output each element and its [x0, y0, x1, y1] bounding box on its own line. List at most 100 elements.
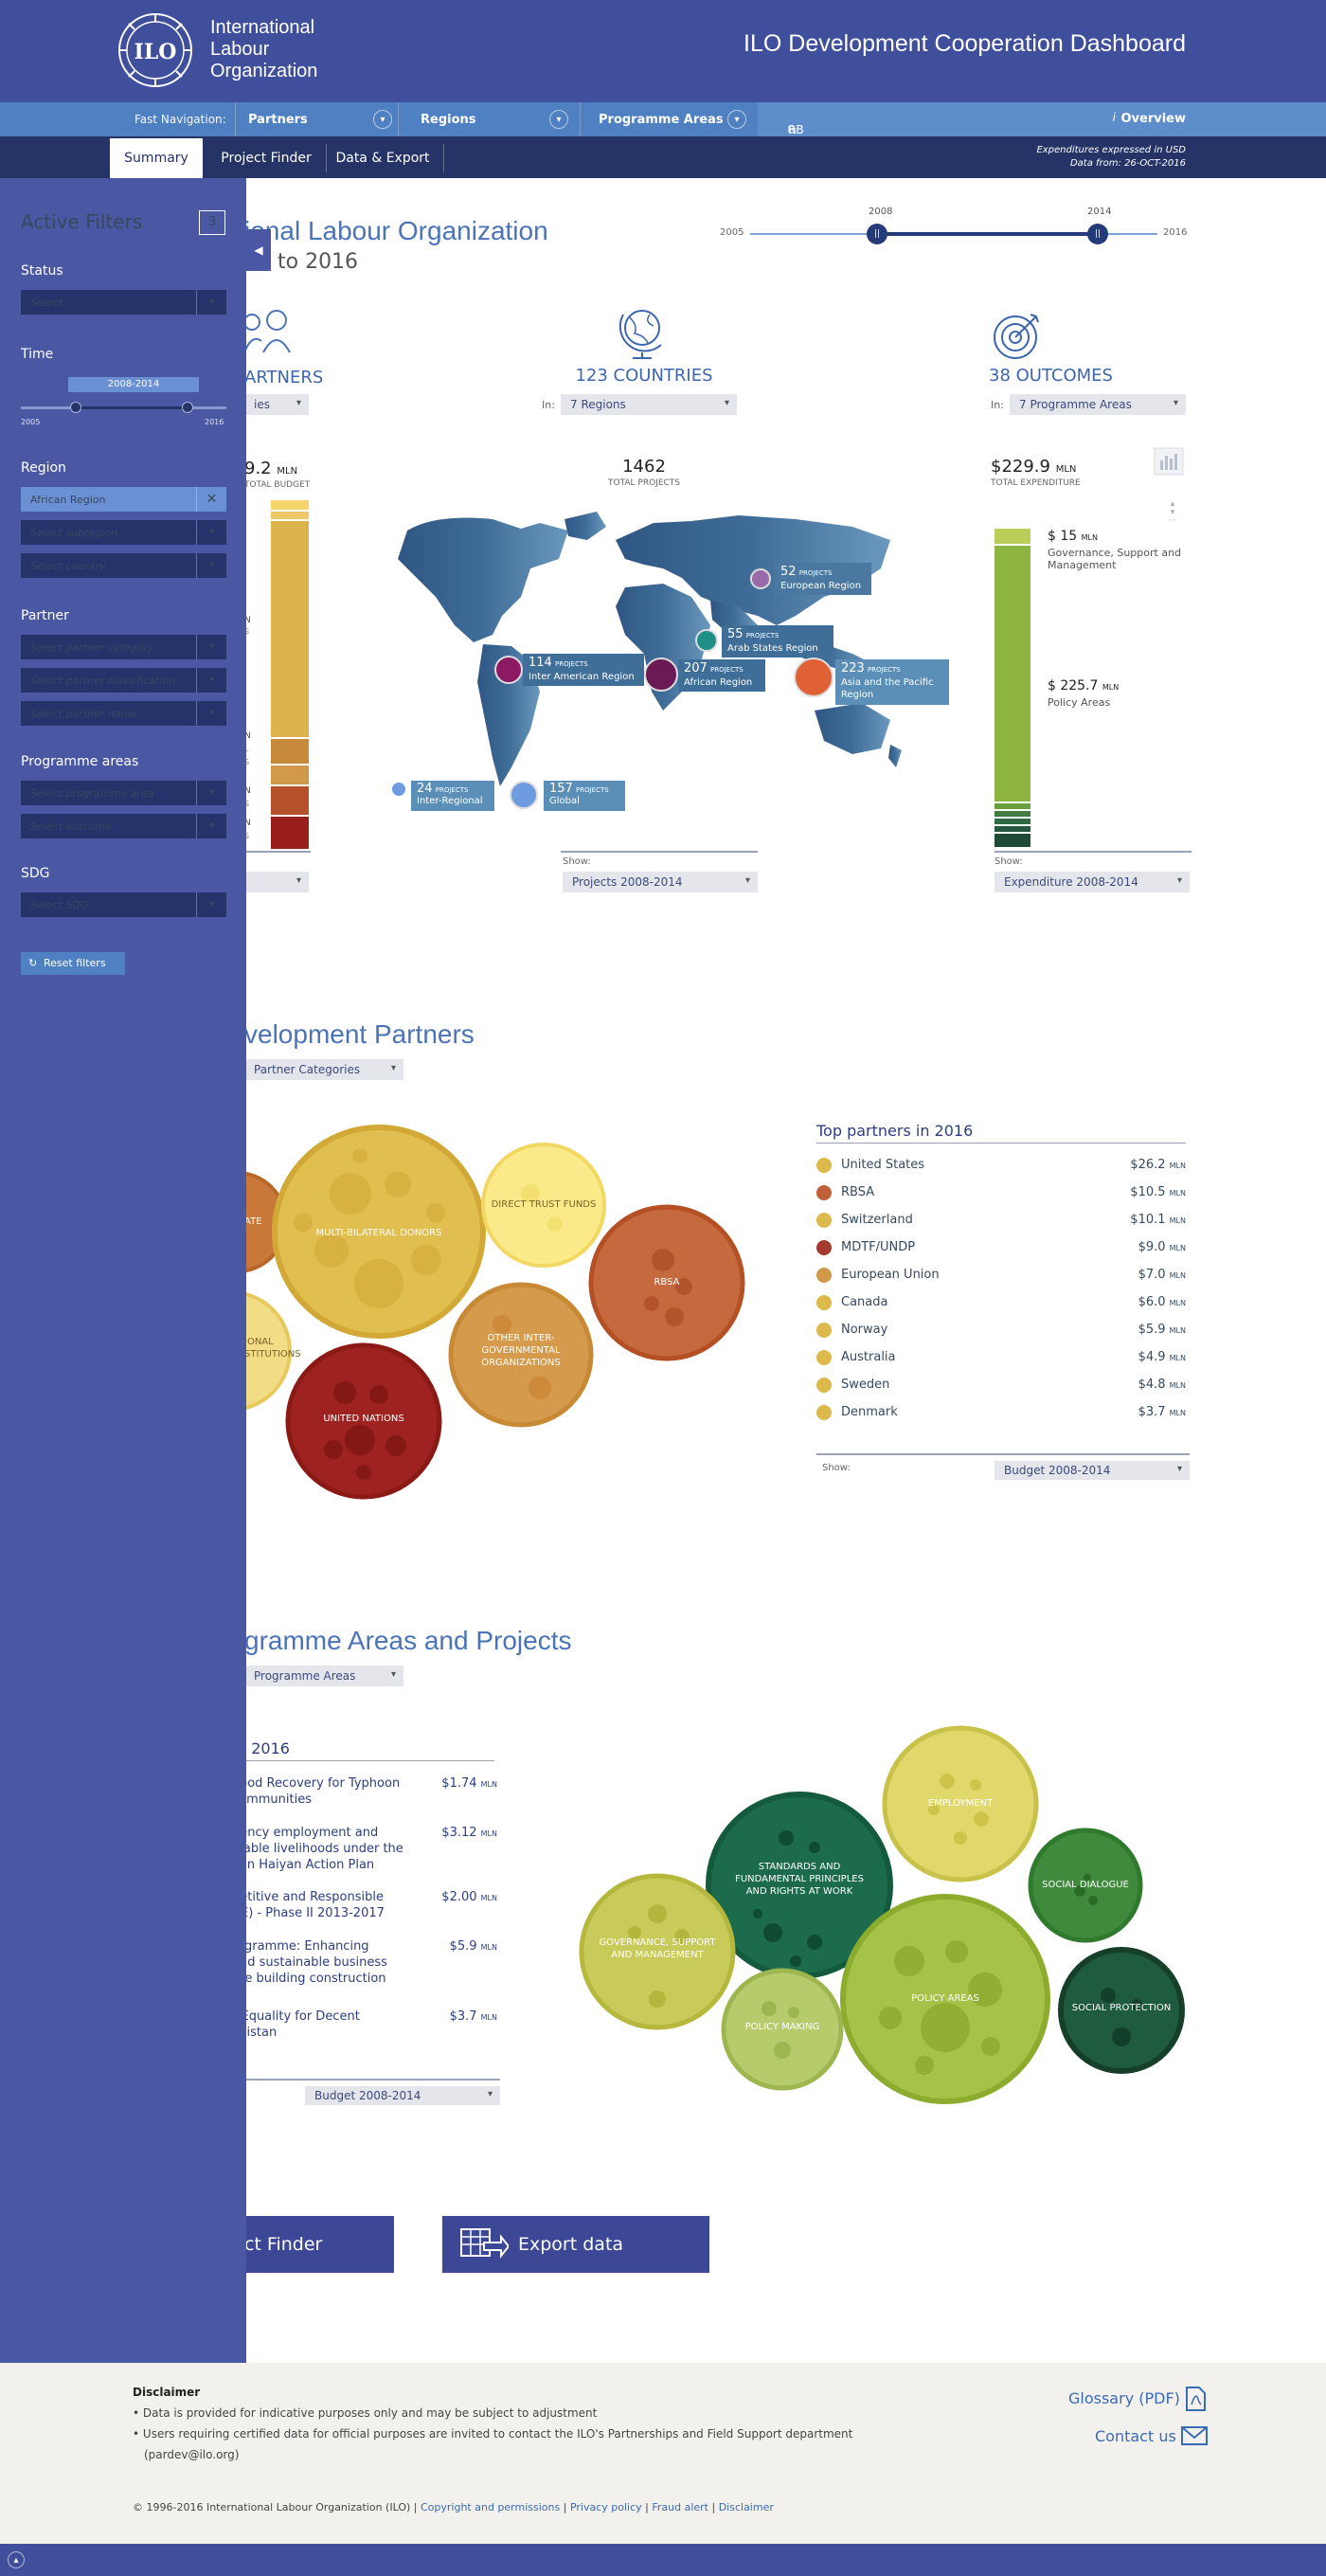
partners-stacked-bar[interactable]	[271, 500, 309, 849]
bubble-united-nations[interactable]	[285, 1342, 442, 1500]
fraud-alert-link[interactable]: Fraud alert	[652, 2501, 708, 2513]
tab-data-export[interactable]: Data & Export	[335, 151, 430, 166]
top-partner-row[interactable]: Sweden $4.8 MLN	[816, 1376, 1186, 1396]
programme-areas-dropdown[interactable]: Programme Areas ▾	[244, 1666, 403, 1686]
map-label-african[interactable]: 207 PROJECTS African Region	[678, 659, 765, 692]
top-partner-row[interactable]: MDTF/UNDP $9.0 MLN	[816, 1238, 1186, 1259]
map-label-inter-regional[interactable]: 24 PROJECTS Inter-Regional	[411, 781, 494, 811]
subregion-select[interactable]: Select subregion ▾	[21, 520, 226, 545]
pdf-icon[interactable]	[1184, 2386, 1207, 2412]
close-icon[interactable]: ✕	[196, 487, 226, 512]
bubble-employment[interactable]	[882, 1725, 1039, 1882]
partners-bubble-chart[interactable]	[246, 1118, 758, 1516]
top-partner-row[interactable]: Denmark $3.7 MLN	[816, 1403, 1186, 1424]
status-select[interactable]: Select ▾	[21, 290, 226, 315]
disclaimer-link[interactable]: Disclaimer	[718, 2501, 774, 2513]
partner-classification-select[interactable]: Select partner classification ▾	[21, 668, 226, 693]
map-bubble-arab-states[interactable]	[695, 629, 718, 652]
timeline-end-handle[interactable]: ||	[1087, 224, 1108, 244]
tab-project-finder[interactable]: Project Finder	[221, 151, 312, 166]
mail-icon[interactable]	[1180, 2425, 1209, 2446]
world-map[interactable]	[379, 502, 909, 824]
ilo-logo[interactable]: ILO	[112, 9, 199, 91]
partner-categories-dropdown[interactable]: Partner Categories ▾	[244, 1059, 403, 1080]
copyright-link[interactable]: Copyright and permissions	[420, 2501, 561, 2513]
map-label-asia-pacific[interactable]: 223 PROJECTS Asia and the Pacific Region	[835, 659, 949, 705]
outcome-select[interactable]: Select outcome ▾	[21, 814, 226, 838]
sdg-select[interactable]: Select SDG ▾	[21, 892, 226, 917]
reset-filters-button[interactable]: ↻ Reset filters	[21, 952, 125, 975]
glossary-link[interactable]: Glossary (PDF)	[1068, 2389, 1180, 2407]
top-partner-row[interactable]: United States $26.2 MLN	[816, 1156, 1186, 1177]
projects-show-dropdown[interactable]: Budget 2008-2014 ▾	[305, 2086, 500, 2105]
partner-category-select[interactable]: Select partner category ▾	[21, 635, 226, 659]
region-selected-filter[interactable]: African Region ✕	[21, 487, 226, 512]
map-label-european[interactable]: 52 PROJECTS European Region	[775, 563, 871, 595]
time-slider-end-handle[interactable]	[182, 402, 193, 413]
bubble-direct-trust-funds[interactable]	[481, 1143, 606, 1268]
fast-nav-rb-income[interactable]: RB Income ⧉	[758, 102, 1326, 150]
programme-area-select[interactable]: Select programme area ▾	[21, 781, 226, 805]
bubble-other-intergovernmental[interactable]	[448, 1282, 594, 1428]
top-partner-row[interactable]: European Union $7.0 MLN	[816, 1266, 1186, 1287]
fast-nav-partners[interactable]: Partners ▾	[235, 102, 398, 136]
top-partner-row[interactable]: Norway $5.9 MLN	[816, 1321, 1186, 1342]
tab-summary[interactable]: Summary	[110, 138, 203, 178]
outcomes-programme-dropdown[interactable]: 7 Programme Areas ▾	[1010, 394, 1186, 415]
map-bubble-global[interactable]	[510, 781, 538, 809]
sort-icon[interactable]: ▴ ▾ ···	[1168, 499, 1177, 526]
outcomes-show-dropdown[interactable]: Expenditure 2008-2014 ▾	[994, 872, 1190, 892]
programme-bubble-chart[interactable]	[568, 1724, 1193, 2170]
top-partner-row[interactable]: RBSA $10.5 MLN	[816, 1183, 1186, 1204]
top-partner-row[interactable]: Switzerland $10.1 MLN	[816, 1211, 1186, 1232]
top-partner-row[interactable]: Australia $4.9 MLN	[816, 1348, 1186, 1369]
chevron-down-icon[interactable]: ▾	[549, 110, 568, 129]
bubble-rbsa[interactable]	[588, 1204, 745, 1361]
map-label-inter-american[interactable]: 114 PROJECTS Inter American Region	[523, 654, 644, 686]
bubble-international-institutions[interactable]	[246, 1292, 292, 1410]
top-project-row[interactable]: gency employment and inable livelihoods u…	[232, 1825, 497, 1873]
chevron-down-icon[interactable]: ▾	[373, 110, 392, 129]
partners-dropdown[interactable]: ies ▾	[244, 394, 309, 415]
map-bubble-african[interactable]	[644, 658, 678, 692]
top-project-row[interactable]: petitive and Responsible RE) - Phase II 2…	[232, 1889, 497, 1921]
project-finder-button[interactable]: ct Finder	[237, 2216, 394, 2273]
export-data-button[interactable]: Export data	[442, 2216, 709, 2273]
expenditure-stacked-bar[interactable]	[994, 529, 1030, 847]
info-icon[interactable]: i	[1112, 111, 1116, 124]
map-label-global[interactable]: 157 PROJECTS Global	[544, 781, 625, 811]
timeline-start-handle[interactable]: ||	[867, 224, 887, 244]
map-bubble-inter-regional[interactable]	[392, 783, 405, 796]
countries-regions-dropdown[interactable]: 7 Regions ▾	[561, 394, 737, 415]
bubble-policy-areas[interactable]	[840, 1894, 1050, 2104]
contact-link[interactable]: Contact us	[1095, 2427, 1176, 2445]
privacy-link[interactable]: Privacy policy	[569, 2501, 642, 2513]
map-bubble-asia-pacific[interactable]	[794, 658, 833, 697]
scroll-top-icon[interactable]: ▴	[8, 2551, 25, 2568]
bubble-social-protection[interactable]	[1058, 1947, 1185, 2074]
bubble-policy-making[interactable]	[721, 1968, 844, 2091]
overview-link[interactable]: Overview	[1120, 112, 1186, 126]
country-select[interactable]: Select country ▾	[21, 553, 226, 578]
top-partners-show-dropdown[interactable]: Budget 2008-2014 ▾	[994, 1461, 1190, 1480]
fast-nav-programme-areas[interactable]: Programme Areas ▾	[585, 102, 758, 136]
bubble-multi-bilateral-donors[interactable]	[272, 1125, 486, 1339]
top-project-row[interactable]: r Equality for Decent akistan $3.7 MLN	[232, 2009, 497, 2041]
sidebar-collapse-toggle[interactable]: ◀	[246, 229, 271, 271]
map-bubble-inter-american[interactable]	[494, 656, 523, 684]
chevron-down-icon[interactable]: ▾	[727, 110, 746, 129]
bar-chart-icon[interactable]	[1154, 447, 1184, 476]
top-project-row[interactable]: rogramme: Enhancing and sustainable busin…	[232, 1938, 497, 2003]
partners-show-dropdown[interactable]: ▾	[244, 872, 309, 892]
project-title-line: RE) - Phase II 2013-2017	[232, 1906, 385, 1920]
bubble-social-dialogue[interactable]	[1028, 1828, 1143, 1943]
map-label-arab-states[interactable]: 55 PROJECTS Arab States Region	[722, 625, 833, 658]
countries-show-dropdown[interactable]: Projects 2008-2014 ▾	[563, 872, 758, 892]
time-slider-start-handle[interactable]	[70, 402, 81, 413]
top-project-row[interactable]: hood Recovery for Typhoon communities $1.7…	[232, 1775, 497, 1808]
bubble-governance[interactable]	[579, 1873, 736, 2030]
map-bubble-european[interactable]	[750, 568, 771, 589]
fast-nav-regions[interactable]: Regions ▾	[407, 102, 578, 136]
partner-name-select[interactable]: Select partner name ▾	[21, 701, 226, 726]
top-partner-row[interactable]: Canada $6.0 MLN	[816, 1293, 1186, 1314]
